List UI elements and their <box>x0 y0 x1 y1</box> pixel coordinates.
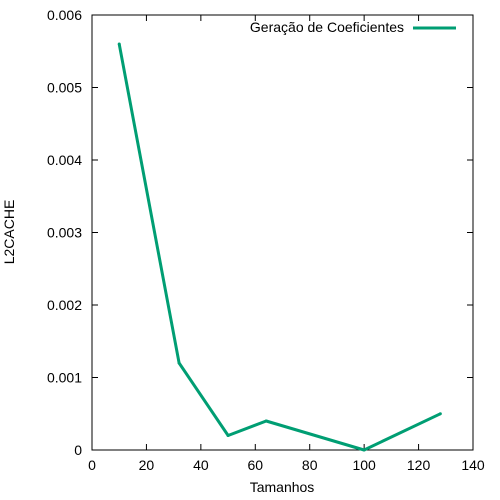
series-line <box>117 43 441 452</box>
x-tick-label: 40 <box>193 457 209 473</box>
data-point <box>264 419 268 423</box>
legend: Geração de Coeficientes <box>250 19 456 35</box>
y-tick-label: 0.003 <box>47 225 82 241</box>
x-axis-title: Tamanhos <box>250 479 315 495</box>
x-axis-ticks: 0 20 40 60 80 100 120 140 <box>88 15 485 473</box>
series-layer <box>117 42 442 452</box>
x-tick-label: 80 <box>302 457 318 473</box>
y-axis-title: L2CACHE <box>1 200 17 265</box>
data-point <box>226 434 230 437</box>
y-axis-ticks: 0 0.001 0.002 0.003 0.004 0.005 0.006 <box>47 7 473 458</box>
y-tick-label: 0.006 <box>47 7 82 23</box>
x-tick-label: 60 <box>247 457 263 473</box>
data-point <box>117 42 121 46</box>
legend-label: Geração de Coeficientes <box>250 19 404 35</box>
x-tick-label: 120 <box>407 457 431 473</box>
y-tick-label: 0.002 <box>47 297 82 313</box>
plot-frame <box>91 14 474 451</box>
x-tick-label: 0 <box>88 457 96 473</box>
y-tick-label: 0.005 <box>47 80 82 96</box>
y-tick-label: 0.004 <box>47 152 82 168</box>
data-point <box>362 448 366 452</box>
x-tick-label: 20 <box>139 457 155 473</box>
x-tick-label: 140 <box>461 457 485 473</box>
x-tick-label: 100 <box>352 457 376 473</box>
y-tick-label: 0 <box>74 442 82 458</box>
y-tick-label: 0.001 <box>47 370 82 386</box>
data-point <box>438 412 442 416</box>
data-point <box>177 361 181 365</box>
